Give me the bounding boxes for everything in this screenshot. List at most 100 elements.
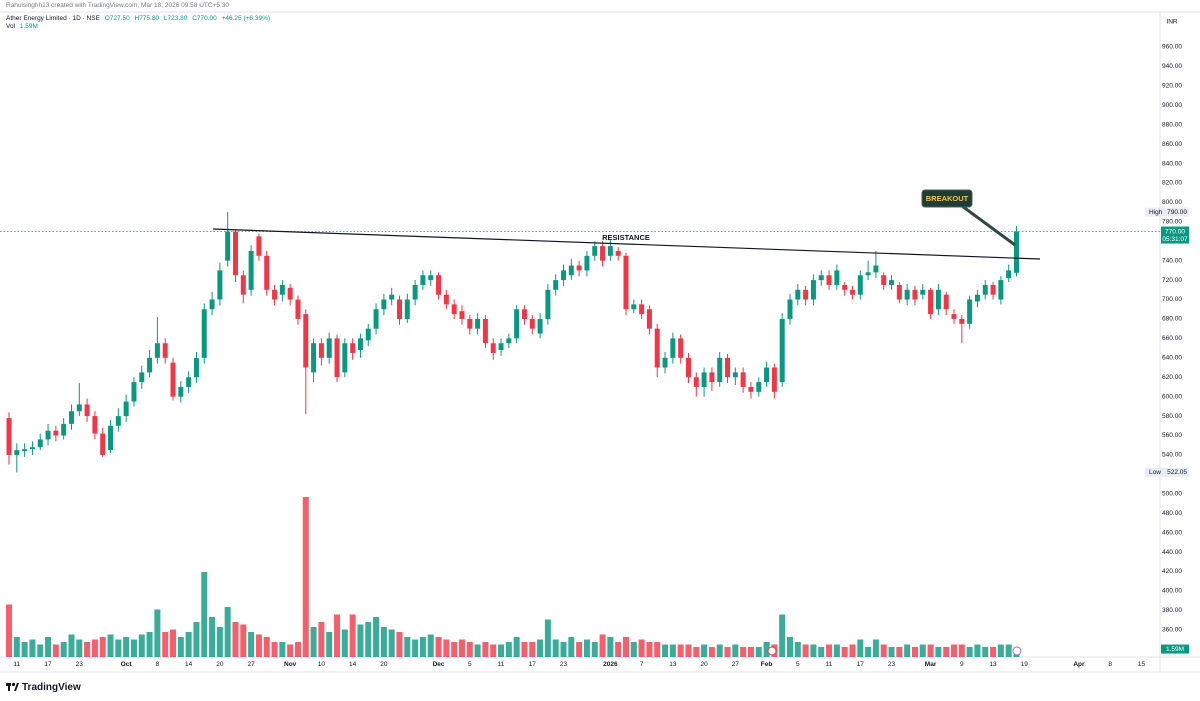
volume-bar: [373, 617, 380, 657]
volume-bar: [177, 637, 184, 657]
y-tick-label: 660.00: [1162, 335, 1182, 342]
volume-bar: [740, 647, 747, 657]
x-tick-label: 20: [216, 661, 224, 668]
candle-body: [61, 423, 67, 436]
candle-body: [178, 386, 184, 397]
x-tick-label: 27: [732, 661, 740, 668]
y-tick-label: 740.00: [1162, 257, 1182, 264]
candle-body: [420, 275, 426, 285]
candle-body: [756, 382, 762, 392]
candle-body: [967, 299, 973, 324]
candle-body: [264, 255, 270, 290]
candle-body: [623, 255, 629, 310]
x-tick-label: 23: [76, 661, 84, 668]
x-tick-label: Mar: [925, 661, 937, 668]
volume-bar: [974, 644, 981, 657]
volume-bar: [294, 642, 301, 657]
volume-bar: [1005, 644, 1012, 657]
volume-bar: [123, 637, 130, 657]
volume-bar: [29, 639, 36, 657]
candle-body: [717, 357, 723, 383]
ohlc-value: H775.80: [134, 15, 160, 22]
volume-bar: [630, 642, 637, 657]
volume-bar: [880, 644, 887, 657]
candle-body: [139, 372, 145, 383]
volume-bar: [966, 647, 973, 657]
price-label-value: 790.00: [1167, 209, 1187, 216]
y-tick-label: 380.00: [1162, 607, 1182, 614]
volume-bar: [482, 642, 489, 657]
y-tick-label: 940.00: [1162, 63, 1182, 70]
candle-body: [607, 246, 613, 256]
candle-body: [201, 309, 207, 358]
y-tick-label: 800.00: [1162, 199, 1182, 206]
candle-body: [29, 447, 35, 450]
y-tick-label: 440.00: [1162, 549, 1182, 556]
candle-body: [787, 299, 793, 319]
volume-bar: [779, 614, 786, 657]
candle-body: [849, 289, 855, 295]
volume-bar: [193, 622, 200, 657]
volume-bar: [162, 632, 169, 657]
candle-body: [654, 328, 660, 368]
candle-body: [881, 275, 887, 285]
candle-body: [467, 318, 473, 329]
candle-body: [576, 265, 582, 271]
candle-body: [232, 231, 238, 276]
volume-bar: [958, 644, 965, 657]
volume-bar: [833, 644, 840, 657]
x-tick-label: 10: [318, 661, 326, 668]
volume-bar: [708, 647, 715, 657]
candle-body: [568, 265, 574, 276]
volume-bar: [380, 627, 387, 657]
event-icon[interactable]: [767, 646, 777, 656]
last-price-box: [1161, 226, 1189, 244]
volume-bar: [99, 637, 106, 657]
volume-bar: [943, 647, 950, 657]
candle-body: [998, 280, 1004, 300]
ohlc-value: O727.50: [104, 15, 130, 22]
volume-bar: [872, 639, 879, 657]
candle-body: [646, 309, 652, 329]
candle-body: [615, 250, 621, 256]
y-tick-label: 880.00: [1162, 121, 1182, 128]
volume-bar: [68, 634, 75, 657]
event-icon[interactable]: [1012, 646, 1022, 656]
candle-body: [873, 265, 879, 273]
y-tick-label: 860.00: [1162, 141, 1182, 148]
x-tick-label: 20: [380, 661, 388, 668]
volume-bar: [6, 604, 12, 657]
volume-bar: [271, 642, 278, 657]
y-tick-label: 640.00: [1162, 355, 1182, 362]
candle-body: [100, 433, 106, 455]
candle-body: [334, 338, 340, 378]
x-tick-label: 15: [1138, 661, 1146, 668]
y-tick-label: 580.00: [1162, 413, 1182, 420]
volume-bar: [638, 639, 645, 657]
volume-bar: [302, 497, 309, 657]
volume-bar: [224, 607, 231, 657]
candle-body: [381, 299, 387, 310]
volume-bar: [591, 642, 598, 657]
plot: [0, 212, 1160, 657]
x-tick-label: 11: [826, 661, 833, 668]
y-tick-label: 460.00: [1162, 529, 1182, 536]
candle-body: [631, 304, 637, 310]
x-tick-label: 8: [1108, 661, 1112, 668]
volume-bar: [685, 644, 692, 657]
price-label-name: Low: [1149, 469, 1161, 476]
volume-bar: [287, 644, 294, 657]
candle-body: [709, 372, 715, 383]
breakout-label: BREAKOUT: [926, 194, 969, 203]
volume-bar: [747, 647, 754, 657]
volume-bar: [466, 642, 473, 657]
candle-body: [810, 280, 816, 300]
candle-body: [76, 404, 82, 412]
x-tick-label: 11: [13, 661, 20, 668]
volume-bar: [91, 639, 98, 657]
ohlc-value: C770.00: [192, 15, 217, 22]
volume-bar: [716, 644, 723, 657]
logo-part: [14, 683, 19, 691]
candle-body: [506, 338, 512, 344]
candle-body: [561, 270, 567, 281]
